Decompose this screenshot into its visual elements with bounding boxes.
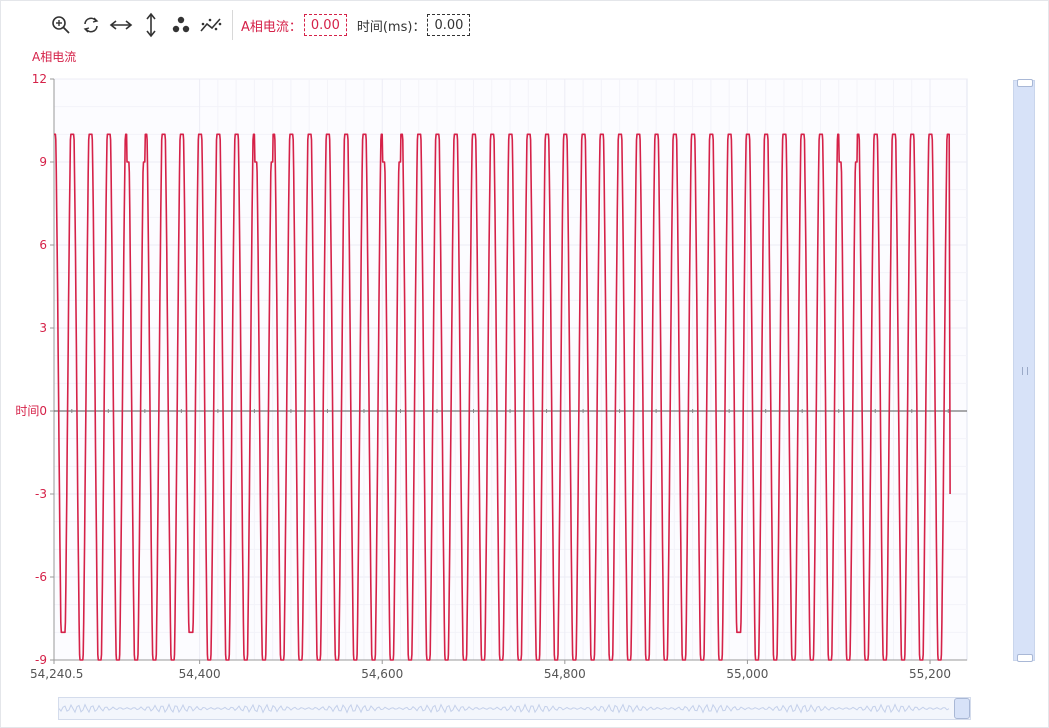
chart-toolbar: A相电流： 0.00 时间(ms)： 0.00 <box>48 10 480 40</box>
refresh-icon[interactable] <box>78 12 104 38</box>
current-series-line <box>53 133 951 661</box>
x-tick-label: 55,000 <box>726 667 768 681</box>
axes: 12 9 6 3 时间0 -3 -6 -954,240.5 54,400 54,600 54,800… <box>15 72 967 681</box>
current-readout-value: 0.00 <box>303 14 347 36</box>
zoom-preview-line <box>59 703 950 714</box>
horizontal-zoom-slider[interactable] <box>58 697 971 720</box>
x-tick-label: 54,400 <box>179 667 221 681</box>
y-tick-label: 时间0 <box>15 404 47 418</box>
vertical-zoom-grip-icon[interactable] <box>1022 367 1028 375</box>
x-tick-label: 54,240.5 <box>30 667 83 681</box>
horizontal-arrows-icon[interactable] <box>108 12 134 38</box>
trend-line-icon[interactable] <box>198 12 224 38</box>
series-layer <box>53 133 951 661</box>
y-tick-label: 12 <box>32 72 47 86</box>
time-readout-value: 0.00 <box>427 14 471 36</box>
x-tick-label: 55,200 <box>909 667 951 681</box>
toolbar-divider <box>232 10 233 40</box>
vertical-zoom-range[interactable] <box>1014 81 1034 660</box>
horizontal-zoom-preview <box>59 703 950 714</box>
vertical-zoom-slider[interactable] <box>1013 79 1035 662</box>
x-tick-label: 54,800 <box>544 667 586 681</box>
y-tick-label: -3 <box>35 487 47 501</box>
chart-area[interactable]: A相电流 12 9 6 3 时间0 -3 -6 -954,240.5 54,400 54,600 5… <box>0 0 1049 700</box>
vertical-zoom-top-handle[interactable] <box>1017 79 1033 87</box>
y-tick-label: -6 <box>35 570 47 584</box>
zoom-in-icon[interactable] <box>48 12 74 38</box>
current-readout-label: A相电流： <box>241 19 302 35</box>
time-readout-label: 时间(ms)： <box>356 19 426 35</box>
x-tick-label: 54,600 <box>361 667 403 681</box>
y-tick-label: -9 <box>35 653 47 667</box>
y-tick-label: 3 <box>39 321 47 335</box>
horizontal-zoom-handle[interactable] <box>954 698 970 719</box>
grid-lines <box>53 78 968 661</box>
vertical-zoom-bottom-handle[interactable] <box>1017 654 1033 662</box>
scatter-dots-icon[interactable] <box>168 12 194 38</box>
vertical-arrows-icon[interactable] <box>138 12 164 38</box>
y-tick-label: 6 <box>39 238 47 252</box>
y-axis-label: A相电流 <box>32 50 76 64</box>
y-tick-label: 9 <box>39 155 47 169</box>
